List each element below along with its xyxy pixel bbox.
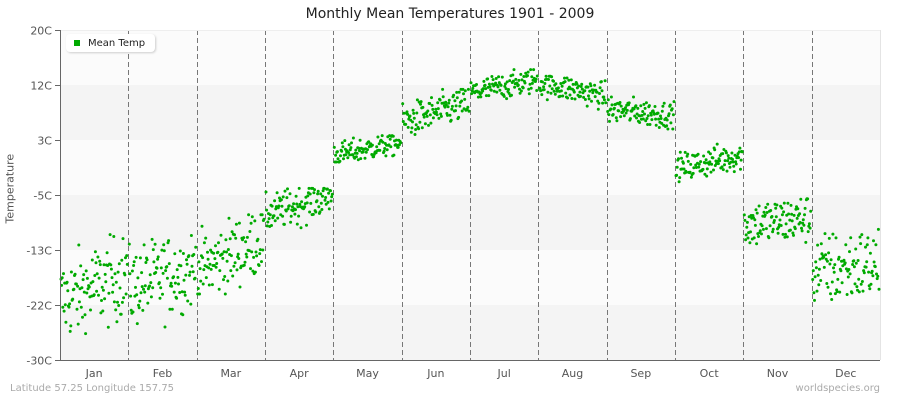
x-tick-label: Mar xyxy=(220,367,241,380)
x-tick-label: Feb xyxy=(153,367,172,380)
x-tick-label: Dec xyxy=(835,367,856,380)
source-link[interactable]: worldspecies.org xyxy=(795,383,880,394)
x-tick-label: Sep xyxy=(630,367,651,380)
chart-title: Monthly Mean Temperatures 1901 - 2009 xyxy=(305,6,595,22)
y-tick-label: -22C xyxy=(26,300,52,313)
axes xyxy=(60,30,880,361)
y-tick-label: -5C xyxy=(33,190,52,203)
y-tick-labels: 20C 12C 3C -5C -13C -22C -30C xyxy=(26,25,60,368)
legend-label: Mean Temp xyxy=(88,37,146,49)
x-tick-label: May xyxy=(356,367,379,380)
x-tick-label: Aug xyxy=(562,367,583,380)
y-tick-label: 12C xyxy=(30,80,52,93)
y-tick-label: -13C xyxy=(26,245,52,258)
x-tick-label: Jun xyxy=(426,367,444,380)
x-tick-label: Apr xyxy=(290,367,310,380)
x-tick-label: Jan xyxy=(85,367,103,380)
x-tick-label: Nov xyxy=(767,367,789,380)
y-axis-label: Temperature xyxy=(3,153,17,224)
data-points xyxy=(59,68,881,336)
legend-swatch-icon xyxy=(74,40,80,46)
legend[interactable]: Mean Temp xyxy=(66,34,156,52)
y-tick-label: 20C xyxy=(30,25,52,38)
y-tick-label: 3C xyxy=(37,135,52,148)
x-tick-label: Oct xyxy=(700,367,720,380)
x-tick-labels: Jan Feb Mar Apr May Jun Jul Aug Sep Oct Nov Dec xyxy=(85,367,857,380)
month-dividers xyxy=(60,30,881,360)
x-tick-label: Jul xyxy=(497,367,511,380)
location-label: Latitude 57.25 Longitude 157.75 xyxy=(10,383,175,394)
y-tick-label: -30C xyxy=(26,355,52,368)
